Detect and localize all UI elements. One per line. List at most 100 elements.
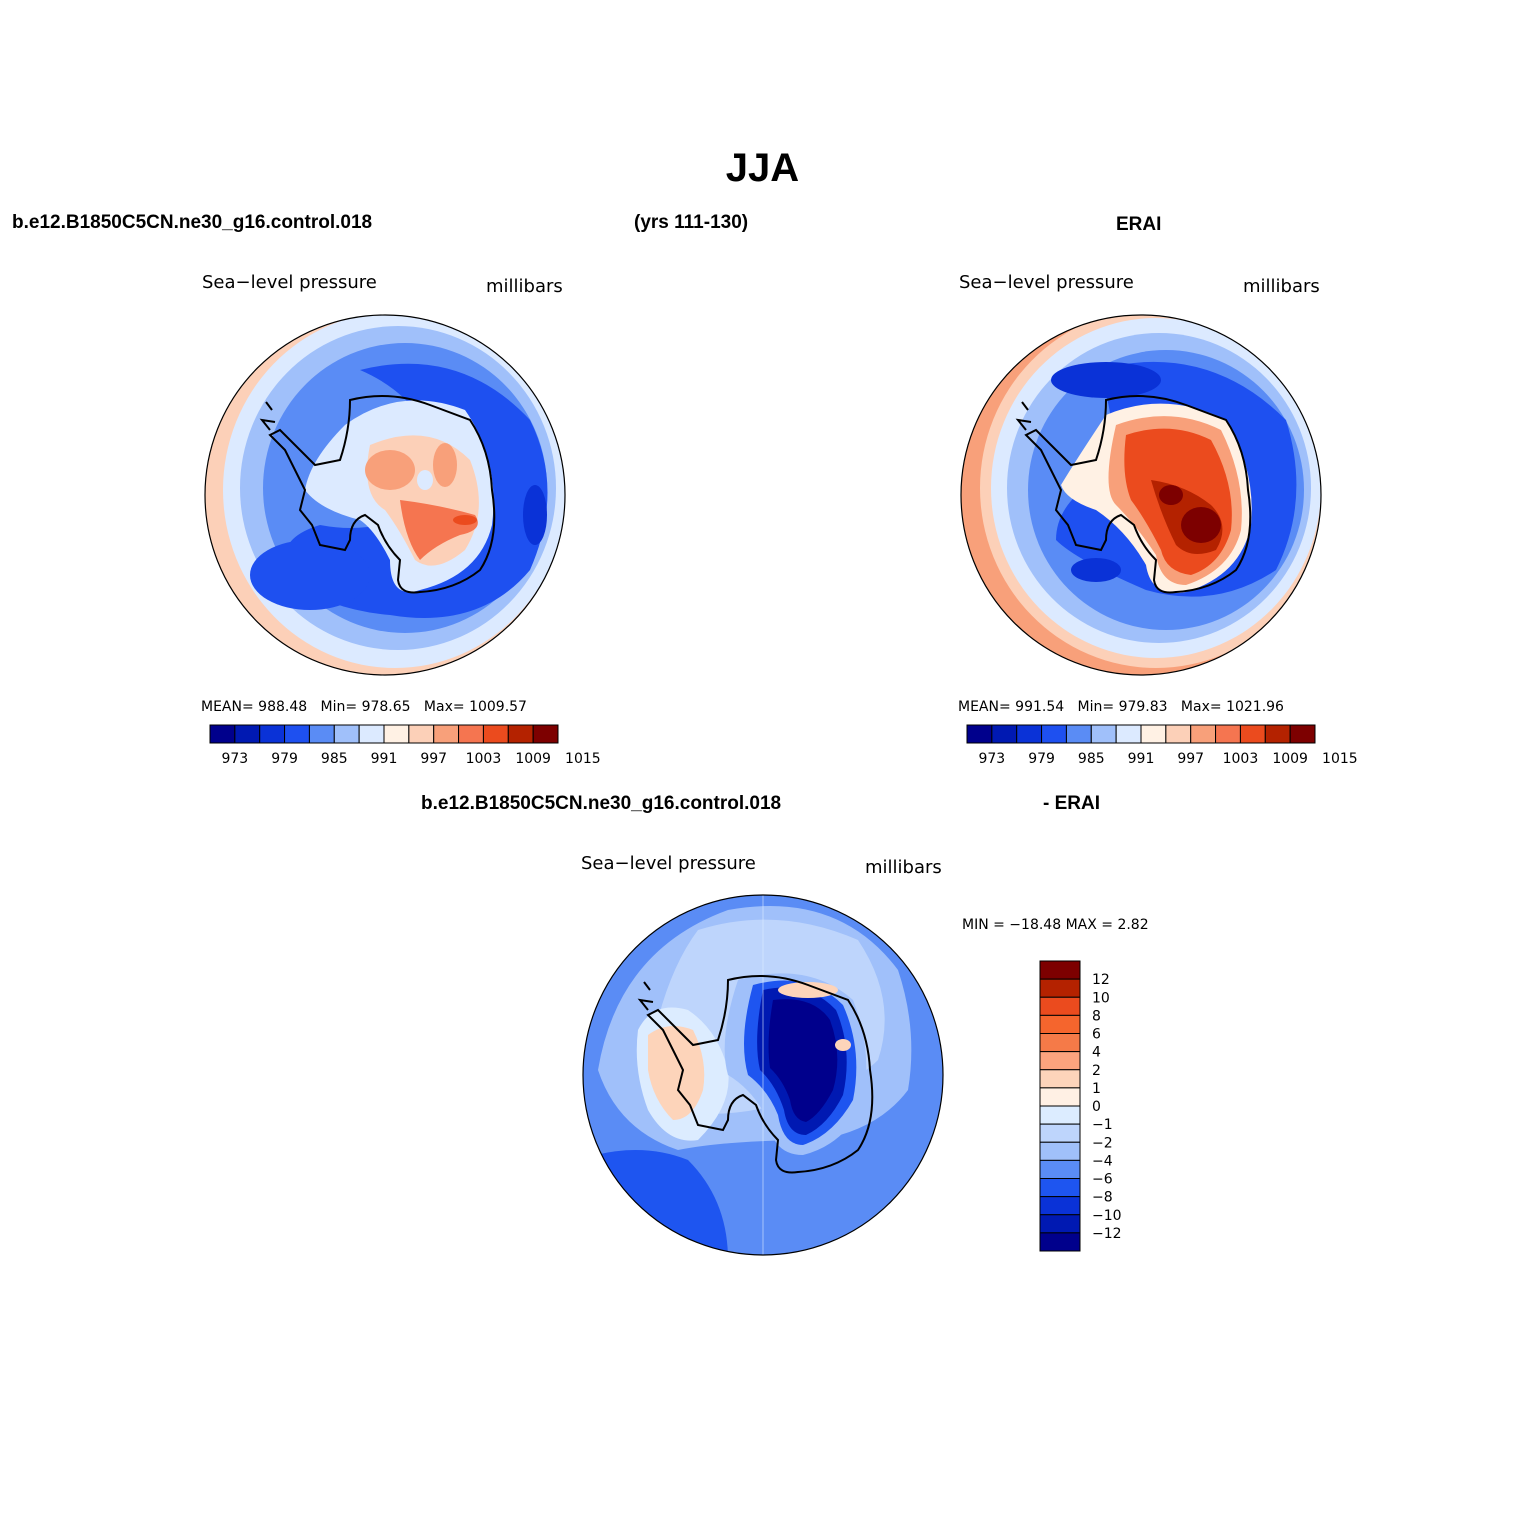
panel2-colorbar-swatch [1090,724,1117,744]
panel2-colorbar-tick-label: 1015 [1322,751,1358,767]
panel1-colorbar-swatch [532,724,559,744]
panel2-colorbar-swatch [1215,724,1241,744]
difference-colorbar-tick-label: −6 [1092,1172,1113,1188]
panel2-colorbar-swatch [1041,724,1067,744]
diff-obs-label: - ERAI [1043,793,1100,814]
difference-colorbar-swatch [1039,1069,1081,1089]
difference-colorbar-swatch [1039,960,1081,980]
panel1-max-value: 1009.57 [469,699,527,715]
difference-colorbar-swatch [1039,1141,1081,1161]
panel1-colorbar-swatch [259,724,286,744]
panel1-colorbar-tick-label: 973 [221,751,248,767]
panel2-colorbar-swatch [1190,724,1217,744]
difference-colorbar-tick-label: −1 [1092,1117,1113,1133]
panel3-stats: MIN = −18.48 MAX = 2.82 [962,917,1149,933]
panel2-colorbar-tick-label: 997 [1177,751,1204,767]
panel2-max-value: 1021.96 [1226,699,1284,715]
panel2-colorbar-tick-label: 979 [1028,751,1055,767]
panel3-variable-label: Sea−level pressure [581,853,756,874]
panel2-colorbar-tick-label: 1009 [1272,751,1308,767]
difference-colorbar-tick-label: 2 [1092,1063,1101,1079]
difference-slp-map [582,894,944,1256]
difference-colorbar-tick-label: 10 [1092,990,1110,1006]
panel1-variable-label: Sea−level pressure [202,272,377,293]
difference-colorbar-tick-label: −4 [1092,1153,1113,1169]
difference-colorbar-tick-label: 4 [1092,1045,1101,1061]
panel2-mean-value: 991.54 [1015,699,1065,715]
panel2-mean-label: MEAN= [958,699,1011,715]
difference-colorbar-tick-label: −8 [1092,1190,1113,1206]
difference-colorbar-tick-label: −10 [1092,1208,1122,1224]
diff-case-label: b.e12.B1850C5CN.ne30_g16.control.018 [421,793,782,814]
difference-colorbar-swatch [1039,1087,1081,1107]
difference-colorbar-tick-label: 12 [1092,972,1110,988]
difference-colorbar-swatch [1039,1196,1081,1216]
panel1-mean-label: MEAN= [201,699,254,715]
panel1-colorbar-swatch [433,724,460,744]
panel1-max-label: Max= [423,699,465,715]
difference-colorbar-tick-label: 8 [1092,1008,1101,1024]
panel2-colorbar-swatch [1016,724,1043,744]
panel1-stats: MEAN= 988.48 Min= 978.65 Max= 1009.57 [201,699,527,715]
panel2-stats: MEAN= 991.54 Min= 979.83 Max= 1021.96 [958,699,1284,715]
panel1-colorbar-swatch [358,724,385,744]
difference-colorbar-tick-label: −12 [1092,1226,1122,1242]
panel1-colorbar-swatch [284,724,310,744]
panel1-colorbar-swatch [308,724,335,744]
panel2-colorbar-swatch [1239,724,1266,744]
panel1-mean-value: 988.48 [258,699,308,715]
panel1-colorbar-tick-label: 1009 [515,751,551,767]
panel2-variable-label: Sea−level pressure [959,272,1134,293]
difference-colorbar-swatch [1039,1105,1081,1125]
difference-colorbar-tick-label: 6 [1092,1027,1101,1043]
panel1-colorbar-swatch [458,724,484,744]
panel1-colorbar-tick-label: 1003 [466,751,502,767]
panel1-colorbar-tick-label: 991 [371,751,398,767]
panel2-max-label: Max= [1180,699,1222,715]
difference-colorbar-swatch [1039,1178,1081,1198]
difference-colorbar-swatch [1039,1051,1081,1071]
panel1-colorbar-tick-label: 1015 [565,751,601,767]
panel1-min-label: Min= [320,699,358,715]
panel1-colorbar-swatch [234,724,261,744]
panel2-colorbar-tick-label: 1003 [1223,751,1259,767]
difference-colorbar-swatch [1039,1159,1081,1179]
panel2-colorbar: 973 979 985 991 997 1003 1009 1015 [966,724,1358,767]
difference-colorbar-swatch [1039,1214,1081,1234]
years-label: (yrs 111-130) [634,212,749,233]
model-case-label: b.e12.B1850C5CN.ne30_g16.control.018 [12,212,373,233]
panel1-colorbar-swatch [333,724,360,744]
panel2-colorbar-swatch [966,724,993,744]
panel3-units-label: millibars [865,857,942,878]
difference-colorbar-tick-label: 1 [1092,1081,1101,1097]
difference-colorbar-swatch [1039,996,1081,1016]
difference-colorbar-swatch [1039,978,1081,998]
difference-colorbar-tick-label: 0 [1092,1099,1101,1115]
panel1-colorbar-tick-label: 997 [420,751,447,767]
panel1-colorbar-tick-label: 985 [321,751,348,767]
panel2-colorbar-swatch [1289,724,1316,744]
panel1-colorbar: 973 979 985 991 997 1003 1009 1015 [209,724,601,767]
panel2-min-label: Min= [1077,699,1115,715]
panel1-colorbar-swatch [507,724,534,744]
difference-colorbar-tick-label: −2 [1092,1135,1113,1151]
panel1-colorbar-swatch [482,724,509,744]
panel2-units-label: millibars [1243,276,1320,297]
obs-label: ERAI [1116,214,1162,235]
difference-colorbar-swatch [1039,1232,1081,1252]
panel2-colorbar-swatch [1165,724,1192,744]
panel2-colorbar-swatch [1115,724,1142,744]
panel2-colorbar-tick-label: 985 [1078,751,1105,767]
panel2-colorbar-swatch [991,724,1018,744]
model-slp-map [204,314,566,676]
difference-colorbar-swatch [1039,1123,1081,1143]
erai-slp-map [960,314,1322,676]
panel2-colorbar-tick-label: 973 [978,751,1005,767]
difference-colorbar-swatch [1039,1033,1081,1053]
panel1-min-value: 978.65 [361,699,411,715]
panel2-colorbar-swatch [1140,724,1167,744]
panel1-colorbar-swatch [383,724,410,744]
panel2-colorbar-tick-label: 991 [1128,751,1155,767]
panel2-colorbar-swatch [1065,724,1092,744]
